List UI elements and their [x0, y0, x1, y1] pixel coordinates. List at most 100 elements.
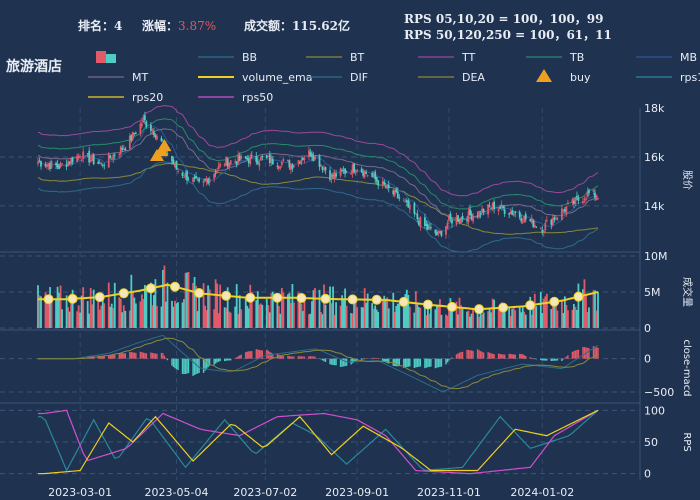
price-tick-label: 14k [644, 200, 665, 213]
macd-histogram-bar [476, 349, 479, 359]
volume-bar [363, 288, 366, 328]
macd-histogram-bar [234, 358, 236, 359]
volume-bar [384, 300, 387, 328]
volume-bar [375, 309, 378, 328]
macd-histogram-bar [512, 354, 515, 359]
volume-bar [470, 313, 473, 328]
volume-bar [225, 307, 228, 328]
candle [533, 224, 536, 228]
volume-bar [350, 313, 353, 328]
macd-histogram-bar [287, 355, 289, 359]
volume-bar [437, 304, 440, 328]
candle [312, 156, 315, 161]
macd-histogram-bar [413, 358, 416, 368]
volume-bar [574, 306, 577, 328]
macd-histogram-bar [397, 358, 399, 367]
volume-bar [255, 300, 258, 328]
candle [277, 166, 280, 169]
candle [303, 158, 306, 160]
macd-histogram-bar [472, 350, 474, 359]
macd-histogram-bar [407, 358, 410, 367]
candle [225, 157, 228, 166]
candle [150, 125, 152, 131]
macd-histogram-bar [487, 352, 489, 359]
candle [597, 197, 599, 199]
macd-histogram-bar [99, 355, 101, 359]
volume-ema-marker [525, 300, 536, 311]
volume-bar [109, 306, 112, 328]
candle [396, 191, 399, 199]
volume-bar [550, 308, 553, 328]
candle [500, 204, 503, 208]
volume-ema-marker [67, 293, 78, 304]
candle [112, 154, 115, 160]
candle [583, 198, 586, 200]
volume-bar [413, 312, 416, 328]
volume-bar [571, 309, 574, 328]
legend-label: BB [242, 51, 257, 64]
candle [384, 186, 387, 188]
candle [574, 197, 577, 205]
candle [440, 230, 443, 236]
macd-histogram-bar [467, 349, 470, 359]
volume-bar [37, 285, 39, 328]
volume-bar [416, 304, 419, 328]
volume-ema-marker [245, 292, 256, 303]
candle [229, 160, 232, 165]
macd-histogram-bar [385, 358, 387, 363]
volume-bar [300, 303, 303, 328]
macd-histogram-bar [466, 349, 468, 359]
volume-bar [374, 305, 377, 328]
volume-bar [532, 303, 535, 328]
volume-bar [428, 313, 431, 328]
macd-histogram-bar [509, 354, 512, 359]
macd-histogram-bar [335, 358, 337, 366]
macd-histogram-bar [311, 356, 313, 359]
volume-bar [553, 301, 556, 328]
macd-histogram-bar [132, 352, 134, 359]
volume-bar [186, 272, 188, 328]
macd-histogram-bar [594, 346, 596, 359]
macd-histogram-bar [332, 358, 334, 366]
volume-bar [586, 312, 589, 328]
turnover-label: 成交额： [244, 19, 293, 33]
volume-bar [80, 295, 83, 328]
volume-bar [61, 309, 63, 328]
volume-bar [353, 303, 356, 328]
macd-histogram-bar [183, 358, 185, 375]
candle [268, 154, 271, 164]
macd-histogram-bar [208, 358, 211, 366]
volume-bar [46, 295, 48, 328]
candle [181, 172, 184, 176]
candle [351, 164, 354, 174]
candle [482, 208, 485, 213]
candle [98, 162, 101, 164]
candle [314, 156, 316, 160]
candle [228, 162, 231, 168]
candle [417, 220, 420, 225]
volume-bar [91, 304, 94, 328]
candle [50, 161, 53, 169]
macd-histogram-bar [261, 350, 264, 359]
candle [68, 161, 71, 164]
volume-bar [490, 312, 493, 328]
candle [318, 155, 321, 167]
candle [408, 204, 411, 210]
macd-histogram-bar [192, 358, 194, 376]
candle [509, 211, 512, 214]
volume-bar [258, 304, 261, 328]
volume-bar [286, 294, 289, 328]
volume-bar [133, 297, 136, 328]
candle [311, 153, 313, 158]
price-axis-label: 股价 [681, 170, 693, 190]
candle [234, 161, 237, 163]
candle [70, 157, 73, 165]
macd-histogram-bar [175, 358, 178, 370]
candle [371, 173, 374, 177]
volume-bar [113, 282, 116, 328]
volume-bar [341, 295, 343, 328]
volume-bar [354, 299, 357, 328]
macd-histogram-bar [461, 351, 464, 359]
macd-histogram-bar [133, 352, 136, 359]
volume-bar [228, 311, 231, 328]
